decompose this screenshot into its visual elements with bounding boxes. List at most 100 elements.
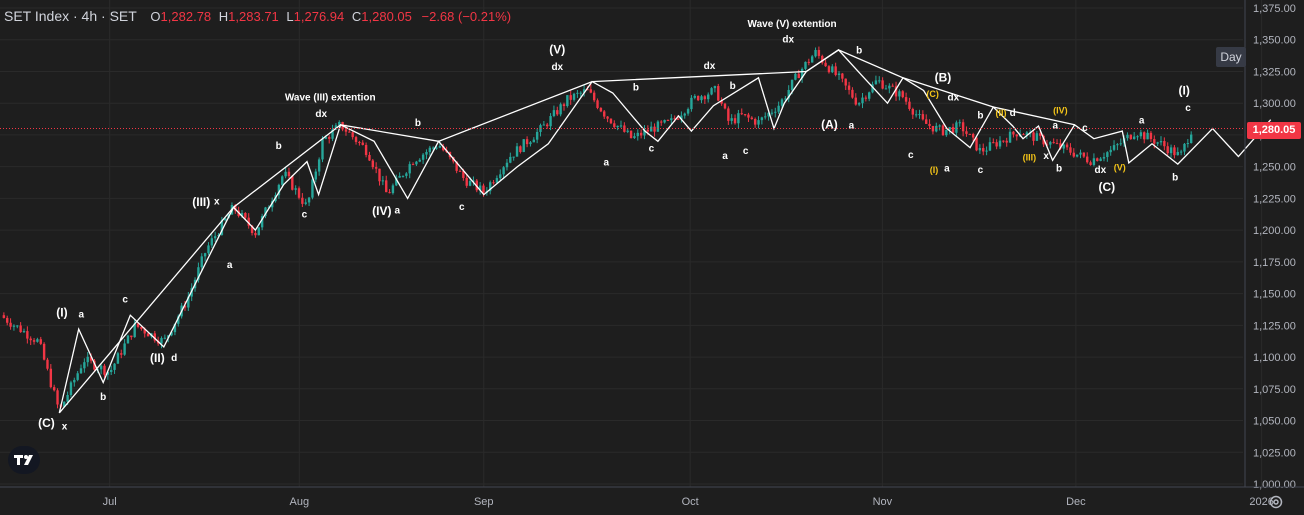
candle-body bbox=[857, 103, 861, 105]
candle-body bbox=[331, 129, 334, 139]
close-label: C bbox=[351, 9, 362, 24]
candle-body bbox=[951, 127, 955, 133]
wave-label: b bbox=[1172, 173, 1178, 184]
candle-body bbox=[606, 116, 609, 119]
candle-body bbox=[760, 117, 764, 121]
symbol-title[interactable]: SET Index · 4h · SET bbox=[4, 8, 137, 24]
candle-body bbox=[609, 118, 613, 124]
candle-body bbox=[713, 86, 717, 89]
wave-label: c bbox=[978, 165, 984, 176]
candle-body bbox=[908, 101, 911, 109]
wave-label: b bbox=[100, 392, 106, 403]
candle-body bbox=[220, 220, 224, 235]
candle-body bbox=[133, 323, 136, 338]
candle-body bbox=[338, 122, 341, 126]
price-tick-label: 1,150.00 bbox=[1253, 289, 1296, 301]
wave-label: dx bbox=[551, 62, 563, 73]
high-value: 1,283.71 bbox=[228, 9, 279, 24]
candle-body bbox=[304, 202, 307, 204]
candle-body bbox=[12, 325, 16, 327]
candle-body bbox=[213, 236, 217, 239]
candle-body bbox=[1132, 136, 1136, 140]
candle-body bbox=[368, 154, 371, 161]
candle-body bbox=[425, 151, 428, 155]
candle-body bbox=[395, 177, 398, 186]
wave-label: x bbox=[62, 421, 68, 432]
candle-body bbox=[1169, 147, 1173, 154]
candle-body bbox=[203, 253, 207, 257]
wave-label: dx bbox=[1095, 165, 1107, 176]
candle-body bbox=[1096, 158, 1099, 161]
candle-body bbox=[693, 95, 696, 98]
candle-body bbox=[328, 137, 331, 139]
wave-label: (III) bbox=[192, 195, 210, 209]
candle-body bbox=[1189, 134, 1193, 144]
candle-body bbox=[113, 363, 116, 370]
candle-body bbox=[643, 129, 646, 136]
candle-body bbox=[1112, 145, 1116, 150]
candle-body bbox=[1059, 143, 1062, 149]
interval-badge[interactable]: Day bbox=[1216, 47, 1246, 67]
candle-body bbox=[126, 335, 130, 344]
candle-body bbox=[294, 188, 297, 190]
candle-body bbox=[888, 85, 891, 89]
candle-body bbox=[314, 171, 317, 180]
candle-body bbox=[1156, 142, 1159, 144]
candle-body bbox=[703, 96, 707, 100]
candle-body bbox=[971, 134, 975, 138]
candle-body bbox=[784, 98, 787, 100]
candle-body bbox=[415, 161, 418, 165]
candle-body bbox=[955, 122, 958, 133]
candle-body bbox=[1126, 134, 1129, 139]
tradingview-logo-icon[interactable] bbox=[8, 446, 40, 474]
candle-body bbox=[720, 100, 723, 104]
candle-body bbox=[140, 326, 143, 329]
candle-body bbox=[898, 91, 901, 97]
wave-label: (III) bbox=[1023, 152, 1037, 162]
price-tick-label: 1,025.00 bbox=[1253, 447, 1296, 459]
candle-body bbox=[63, 401, 66, 407]
time-tick-label: 2026 bbox=[1249, 496, 1273, 508]
candle-body bbox=[894, 86, 898, 97]
candle-body bbox=[740, 113, 743, 115]
time-axis[interactable]: Jul Aug Sep Oct Nov Dec 2026 bbox=[0, 486, 1304, 508]
candle-body bbox=[277, 184, 281, 196]
gear-icon[interactable] bbox=[1268, 494, 1284, 510]
price-tick-label: 1,000.00 bbox=[1253, 479, 1296, 491]
high-label: H bbox=[218, 9, 229, 24]
candle-body bbox=[482, 185, 485, 193]
candle-body bbox=[931, 125, 935, 132]
candle-body bbox=[804, 61, 807, 69]
candle-body bbox=[747, 114, 750, 118]
candle-body bbox=[995, 142, 998, 147]
price-tick-label: 1,350.00 bbox=[1253, 35, 1296, 47]
candle-body bbox=[93, 360, 96, 370]
candle-body bbox=[519, 146, 522, 153]
candle-body bbox=[217, 234, 220, 237]
candle-body bbox=[385, 180, 388, 193]
candle-body bbox=[1052, 142, 1055, 144]
candle-body bbox=[136, 323, 140, 327]
wave-label: a bbox=[1052, 121, 1058, 132]
time-tick-label: Jul bbox=[103, 496, 117, 508]
candle-body bbox=[1065, 144, 1069, 148]
wave-label: b bbox=[633, 83, 639, 94]
candle-body bbox=[733, 118, 737, 124]
candle-body bbox=[1075, 154, 1079, 157]
candle-body bbox=[465, 177, 468, 186]
candle-body bbox=[884, 88, 888, 90]
candle-body bbox=[1012, 131, 1015, 135]
candle-body bbox=[146, 333, 150, 337]
price-tick-label: 1,050.00 bbox=[1253, 416, 1296, 428]
candle-body bbox=[592, 92, 596, 101]
candle-body bbox=[153, 333, 156, 341]
price-tick-label: 1,300.00 bbox=[1253, 98, 1296, 110]
candle-body bbox=[988, 142, 992, 151]
candle-body bbox=[354, 137, 358, 142]
candle-body bbox=[646, 129, 650, 132]
candle-body bbox=[89, 356, 93, 361]
wave-label: (C) bbox=[38, 416, 55, 430]
candle-body bbox=[52, 387, 56, 391]
